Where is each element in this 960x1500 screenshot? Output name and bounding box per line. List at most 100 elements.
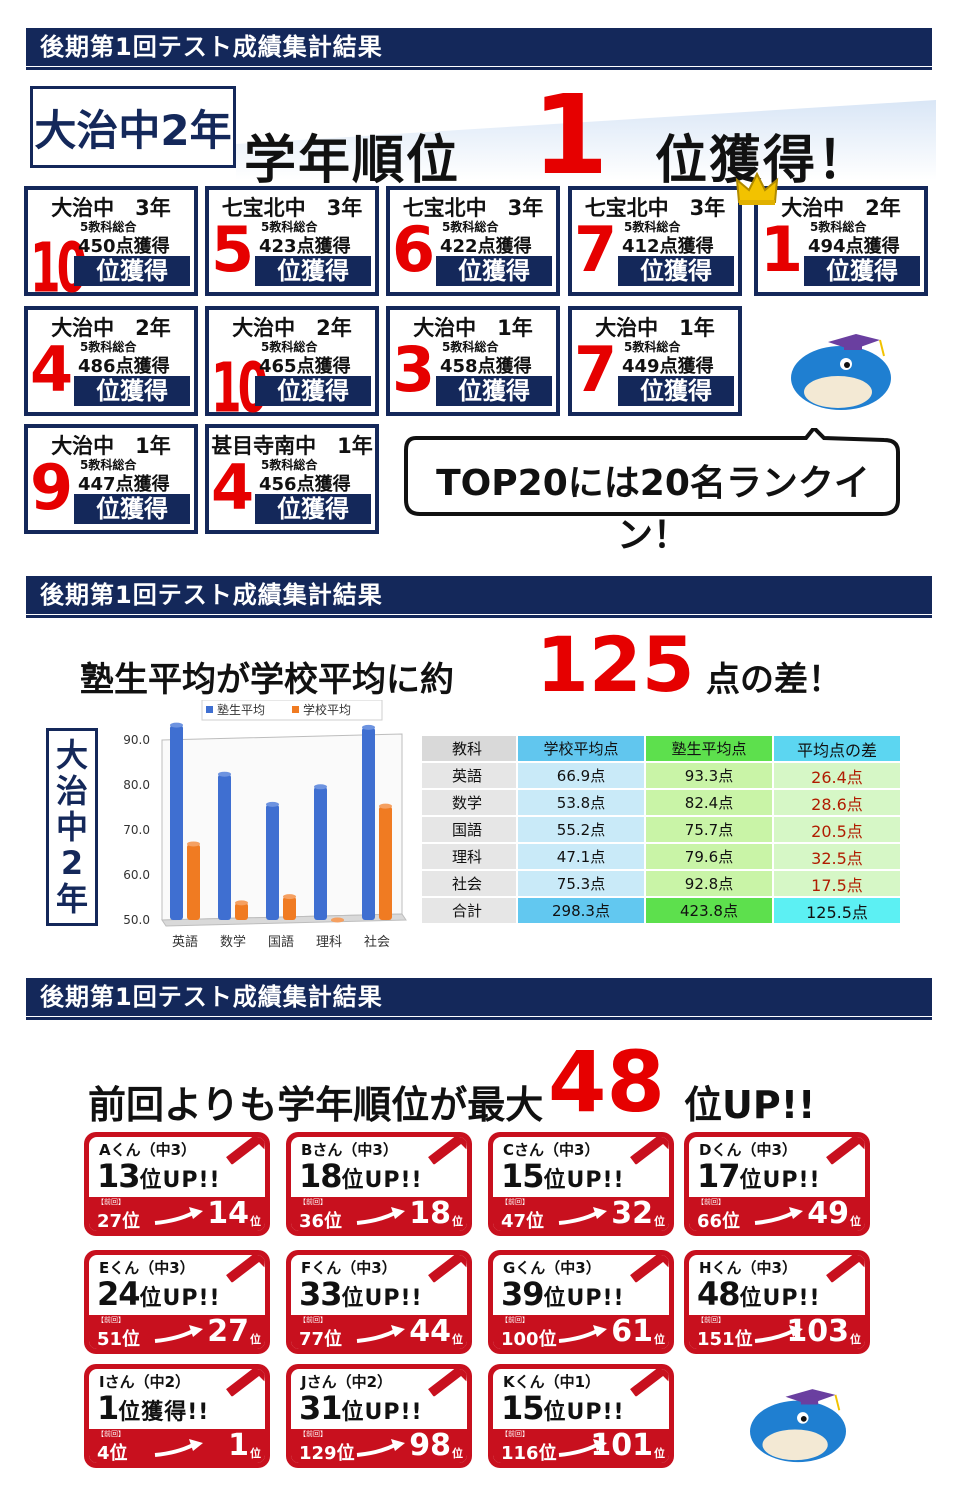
rank-card-score: 447点獲得 [78,474,170,495]
rank-gain-suffix: 位UP!! [341,1168,423,1193]
rank-card-school: 七宝北中 3年 [221,196,363,220]
speech-bubble [404,428,900,516]
trend-arrow-icon [558,1439,607,1457]
current-rank: 1 [228,1428,249,1463]
rank-up-card: Fくん（中3） 33位UP!! 【前回】 77位 44 位 [286,1250,472,1354]
rank-up-card: Aくん（中3） 13位UP!! 【前回】 27位 14 位 [84,1132,270,1236]
rank-card-rank: 3 [392,333,435,406]
whale-mascot-icon [791,334,891,410]
rank-up-card: Hくん（中3） 48位UP!! 【前回】 151位 103 位 [684,1250,870,1354]
rank-card-school: 七宝北中 3年 [584,196,726,220]
rank-card-body: 大治中 2年 4 5教科総合 486点獲得 位獲得 [28,310,194,412]
rank-gain-suffix: 位UP!! [739,1286,821,1311]
rank-change-band: 【前回】 27位 14 位 [89,1197,265,1231]
trend-arrow-icon [154,1207,203,1225]
bar-top [314,784,327,790]
table-row: 数学 53.8点 82.4点 28.6点 [422,790,900,815]
table-row: 国語 55.2点 75.7点 20.5点 [422,817,900,842]
rank-card-score: 456点獲得 [259,474,351,495]
rank-card-label: 位獲得 [804,256,920,286]
rank-card-school: 七宝北中 3年 [402,196,544,220]
rank-card-label: 位獲得 [74,494,190,524]
rank-card: 七宝北中 3年 5 5教科総合 423点獲得 位獲得 [205,186,379,296]
rank-up-card-body: Cさん（中3） 15位UP!! 【前回】 47位 32 位 [493,1137,669,1231]
trend-arrow-icon [356,1207,405,1225]
vertical-tag-char: 2 [60,844,84,882]
rank-gain-value: 15 [501,1389,545,1427]
table-row: 社会 75.3点 92.8点 17.5点 [422,871,900,896]
previous-rank: 151位 [697,1329,753,1349]
legend-label: 塾生平均 [217,702,265,717]
rank-card: 大治中 2年 1 5教科総合 494点獲得 位獲得 [754,186,928,296]
rank-card-label: 位獲得 [618,256,734,286]
rank-gain: 48位UP!! [697,1275,821,1313]
rank-up-card-body: Eくん（中3） 24位UP!! 【前回】 51位 27 位 [89,1255,265,1349]
table-header-school-avg: 学校平均点 [518,736,644,761]
bar-top [379,803,392,809]
current-rank-unit: 位 [850,1333,861,1346]
rank-card: 大治中 1年 7 5教科総合 449点獲得 位獲得 [568,306,742,416]
previous-label: 【前回】 [697,1198,725,1206]
rank-card-body: 大治中 2年 10 5教科総合 465点獲得 位獲得 [209,310,375,429]
hero-text-rank: 学年順位 [244,131,461,191]
current-rank: 49 [807,1196,849,1231]
legend-swatch [292,706,299,713]
rank-up-card-body: Gくん（中3） 39位UP!! 【前回】 100位 61 位 [493,1255,669,1349]
rank-card-rank: 7 [574,213,617,286]
current-rank-unit: 位 [654,1215,665,1228]
previous-label: 【前回】 [299,1430,327,1438]
arrow-up-right-icon [629,1137,669,1166]
arrow-up-right-icon [427,1255,467,1284]
bar-student [266,804,279,920]
rank-gain-value: 18 [299,1157,343,1195]
section-banner: 後期第1回テスト成績集計結果 [26,28,932,70]
rank-gain-suffix: 位UP!! [543,1168,625,1193]
trend-arrow-icon [154,1439,203,1457]
rank-card: 七宝北中 3年 7 5教科総合 412点獲得 位獲得 [568,186,742,296]
rank-card: 七宝北中 3年 6 5教科総合 422点獲得 位獲得 [386,186,560,296]
table-cell: 125.5点 [774,898,900,923]
table-cell: 93.3点 [646,763,772,788]
rank-card-body: 大治中 1年 9 5教科総合 447点獲得 位獲得 [28,428,194,530]
grade-vertical-tag: 大 治 中 2 年 [46,728,98,926]
legend-swatch [206,706,213,713]
arrow-up-right-icon [825,1255,865,1284]
rank-change-band: 【前回】 66位 49 位 [689,1197,865,1231]
rank-card-body: 大治中 1年 7 5教科総合 449点獲得 位獲得 [572,310,738,412]
legend-frame [201,700,383,721]
bar-student [218,774,231,920]
rank-card-rank: 4 [211,451,254,524]
rank-up-card-body: Jさん（中2） 31位UP!! 【前回】 129位 98 位 [291,1369,467,1463]
bubble-text: TOP20には20名ランクイン！ [436,463,870,556]
rank-up-card: Gくん（中3） 39位UP!! 【前回】 100位 61 位 [488,1250,674,1354]
previous-rank: 47位 [501,1211,545,1231]
headline-up-post: 位UP!! [684,1083,816,1127]
rank-card-subject: 5教科総合 [80,458,137,472]
rank-card-subject: 5教科総合 [442,220,499,234]
rank-gain-value: 17 [697,1157,741,1195]
rank-card-body: 七宝北中 3年 7 5教科総合 412点獲得 位獲得 [572,190,738,292]
table-cell: 79.6点 [646,844,772,869]
previous-label: 【前回】 [299,1198,327,1206]
rank-up-card-body: Iさん（中2） 1位獲得!! 【前回】 4位 1 位 [89,1369,265,1463]
rank-gain: 39位UP!! [501,1275,625,1313]
student-name: Hくん（中3） [699,1259,797,1277]
student-name: Bさん（中3） [301,1141,398,1159]
previous-label: 【前回】 [97,1316,125,1324]
rank-card-school: 大治中 2年 [51,316,171,340]
rank-up-card: Jさん（中2） 31位UP!! 【前回】 129位 98 位 [286,1364,472,1468]
vertical-tag-char: 大 [55,736,88,774]
previous-rank: 129位 [299,1443,355,1463]
rank-card: 甚目寺南中 1年 4 5教科総合 456点獲得 位獲得 [205,424,379,534]
current-rank-unit: 位 [452,1447,463,1460]
y-tick-label: 90.0 [123,733,150,747]
rank-gain-suffix: 位UP!! [341,1400,423,1425]
student-name: Dくん（中3） [699,1141,797,1159]
bar-top [187,841,200,847]
x-tick-label: 国語 [268,934,294,950]
hero-text-acquired: 位獲得！ [655,131,872,191]
rank-up-card: Cさん（中3） 15位UP!! 【前回】 47位 32 位 [488,1132,674,1236]
previous-label: 【前回】 [501,1198,529,1206]
rank-gain: 1位獲得!! [97,1389,209,1427]
current-rank: 27 [207,1314,249,1349]
